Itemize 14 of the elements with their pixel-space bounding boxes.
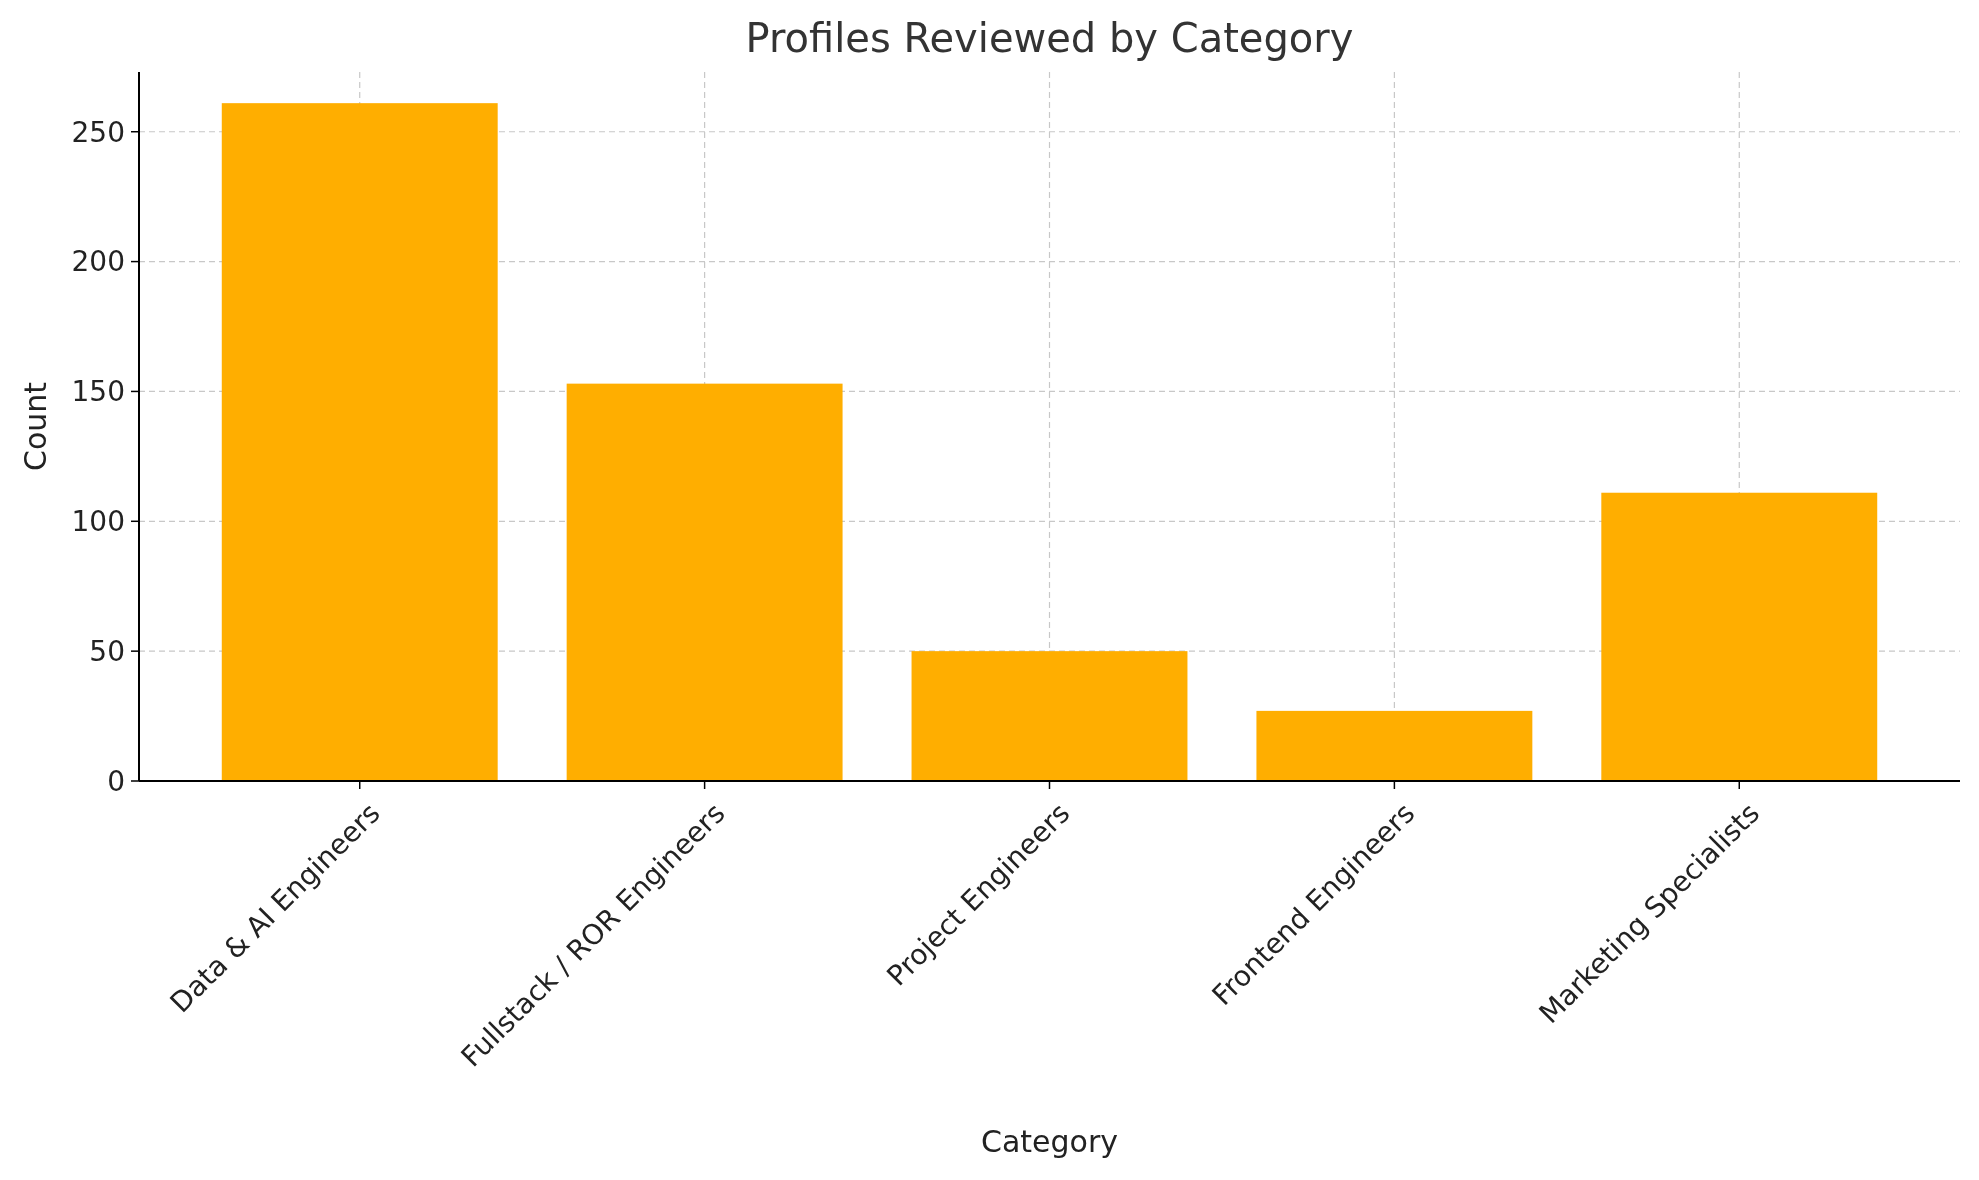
y-axis-title: Count [18, 381, 53, 472]
y-tick-label: 150 [71, 375, 125, 409]
bar [566, 383, 843, 781]
bar [1256, 710, 1533, 781]
y-tick-label: 250 [71, 115, 125, 149]
y-tick-label: 100 [71, 505, 125, 539]
bar [221, 103, 498, 781]
bar [911, 651, 1188, 781]
bar [1601, 492, 1878, 781]
x-axis-title: Category [980, 1124, 1119, 1159]
y-tick-label: 50 [89, 634, 125, 668]
y-tick-label: 200 [71, 245, 125, 279]
y-tick-label: 0 [107, 764, 125, 798]
chart-title: Profiles Reviewed by Category [745, 15, 1354, 61]
